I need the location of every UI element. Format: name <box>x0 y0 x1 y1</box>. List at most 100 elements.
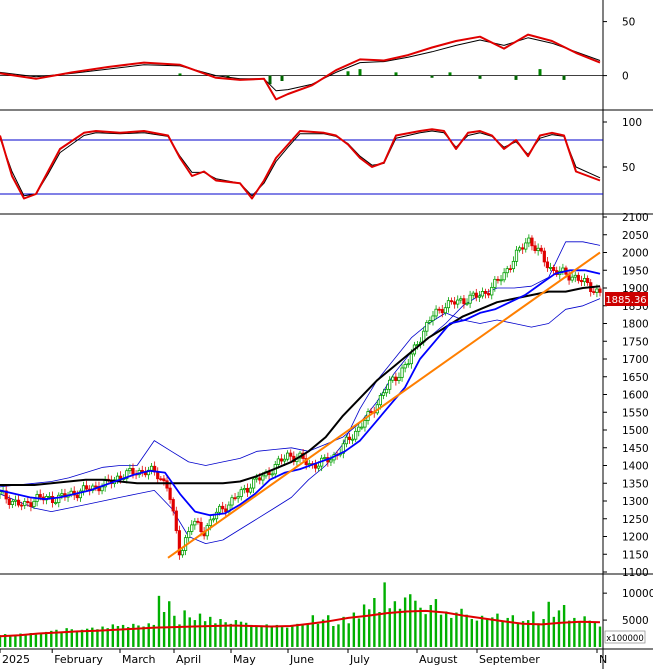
candle-body <box>341 443 345 454</box>
volume-bar <box>301 624 304 647</box>
volume-bar <box>219 619 222 647</box>
volume-bar <box>0 635 2 647</box>
ma-short <box>0 269 601 517</box>
volume-bar <box>147 623 150 647</box>
candle-body <box>490 286 494 296</box>
candle-body <box>428 320 432 323</box>
candle-body <box>468 294 472 304</box>
volume-bar <box>424 614 427 647</box>
candle-body <box>586 277 590 284</box>
volume-bar <box>260 625 263 647</box>
candle-body <box>582 277 587 283</box>
candle-body <box>471 292 475 296</box>
candle-body <box>477 295 481 298</box>
candle-body <box>221 505 225 510</box>
candle-body <box>323 457 327 459</box>
volume-bar <box>357 618 361 647</box>
x-tick-label: N <box>599 653 607 666</box>
x-tick-label: March <box>122 653 156 666</box>
candle-body <box>233 497 237 500</box>
candle-body <box>13 499 18 502</box>
volume-bar <box>70 629 73 647</box>
volume-bar <box>332 626 335 647</box>
volume-bar <box>152 624 156 647</box>
volume-tick-label: 5000 <box>622 615 649 627</box>
macd-histogram-bar <box>394 72 398 76</box>
macd-histogram-bar <box>346 71 350 76</box>
candle-body <box>38 494 42 498</box>
volume-bar <box>434 599 438 647</box>
volume-bar <box>127 627 130 647</box>
volume-bar <box>429 605 432 647</box>
candle-body <box>125 470 129 479</box>
candle-body <box>388 379 392 390</box>
candle-body <box>50 496 55 503</box>
candle-body <box>29 502 33 507</box>
candle-body <box>344 436 348 445</box>
price-tick-label: 1550 <box>622 407 649 419</box>
candle-body <box>527 237 531 244</box>
candle-body <box>446 300 451 309</box>
candle-body <box>530 237 534 247</box>
volume-bar <box>475 620 479 647</box>
candle-body <box>84 485 89 490</box>
candle-body <box>378 394 383 406</box>
candle-body <box>480 291 485 297</box>
volume-bar <box>337 624 340 647</box>
volume-bar <box>409 594 412 647</box>
volume-bar <box>3 634 7 647</box>
price-tick-label: 1650 <box>622 372 649 384</box>
volume-bar <box>465 614 468 647</box>
candle-body <box>193 520 197 526</box>
candle-body <box>576 274 580 281</box>
candle-body <box>545 261 550 269</box>
volume-bar <box>137 625 140 647</box>
volume-bar <box>450 617 453 647</box>
volume-bar <box>485 619 489 647</box>
candle-body <box>282 458 287 462</box>
last-price-label: 1885.36 <box>605 295 646 306</box>
volume-bar <box>106 628 109 647</box>
candle-body <box>579 280 584 283</box>
x-tick-label: February <box>54 653 103 666</box>
volume-bar <box>573 617 576 647</box>
volume-bar <box>168 601 171 647</box>
price-tick-label: 1800 <box>622 319 649 331</box>
volume-bar <box>414 600 417 647</box>
volume-bar <box>255 626 258 647</box>
volume-bar <box>583 616 586 647</box>
volume-bar <box>244 622 248 647</box>
candle-body <box>286 452 290 460</box>
candle-body <box>598 288 602 293</box>
bollinger-upper <box>0 241 601 488</box>
candle-body <box>533 245 537 252</box>
candle-body <box>409 353 413 365</box>
volume-bar <box>229 623 232 647</box>
candle-body <box>465 302 469 305</box>
candle-body <box>187 531 191 539</box>
candle-body <box>261 475 265 481</box>
candle-body <box>453 301 457 305</box>
volume-bar <box>234 620 238 647</box>
volume-bar <box>291 626 294 647</box>
candle-body <box>483 291 488 294</box>
volume-bar <box>85 628 89 647</box>
candle-body <box>391 376 395 381</box>
candle-body <box>397 376 401 381</box>
price-tick-label: 1450 <box>622 443 649 455</box>
candle-body <box>394 376 398 381</box>
macd-tick-label: 0 <box>622 71 629 83</box>
trendline <box>167 251 601 559</box>
volume-bar <box>511 615 515 647</box>
volume-bar <box>521 621 525 647</box>
volume-bar <box>527 620 530 647</box>
bollinger-lower <box>0 298 601 544</box>
candle-body <box>128 468 132 472</box>
macd-line <box>0 33 601 101</box>
volume-bar <box>121 624 125 647</box>
price-tick-label: 1750 <box>622 336 649 348</box>
volume-bar <box>34 634 38 647</box>
candle-body <box>573 274 577 278</box>
volume-unit-box: x100000 <box>604 630 646 644</box>
